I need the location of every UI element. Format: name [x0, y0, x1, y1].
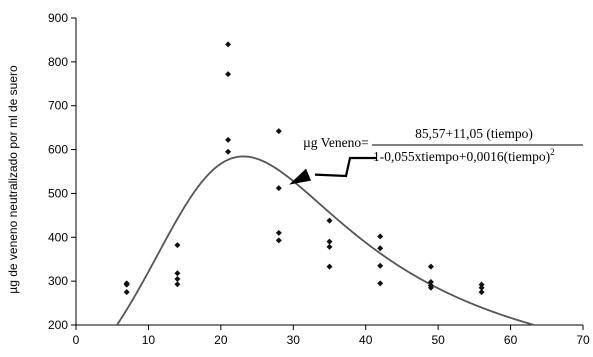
data-point: [174, 281, 181, 288]
tick-labels: 200 300 400 500 600 700 800 900 0 10 20 30 40 50 60 70: [48, 11, 590, 347]
x-tick-label: 60: [504, 333, 518, 347]
y-tick-label: 700: [48, 99, 68, 113]
x-tick-label: 0: [73, 333, 80, 347]
data-point: [275, 128, 282, 135]
data-point: [478, 289, 485, 296]
data-point: [326, 238, 333, 245]
x-tick-label: 40: [359, 333, 373, 347]
data-points: [123, 41, 485, 296]
y-tick-label: 500: [48, 186, 68, 200]
data-point: [377, 262, 384, 269]
x-tick-label: 20: [214, 333, 228, 347]
data-point: [427, 263, 434, 270]
data-point: [377, 245, 384, 252]
data-point: [225, 41, 232, 48]
y-tick-label: 300: [48, 274, 68, 288]
y-tick-label: 400: [48, 230, 68, 244]
y-axis-label: µg de veneno neutralizado por ml de suer…: [6, 65, 20, 294]
data-point: [427, 279, 434, 286]
equation-numerator: 85,57+11,05 (tiempo): [415, 126, 533, 141]
annotation-arrowhead: [289, 168, 312, 185]
equation-annotation: µg Veneno= 85,57+11,05 (tiempo) 1-0,055x…: [289, 126, 583, 185]
y-tick-label: 900: [48, 11, 68, 25]
data-point: [123, 289, 130, 296]
equation-exponent: 2: [550, 147, 555, 157]
data-point: [377, 280, 384, 287]
data-point: [326, 263, 333, 270]
data-point: [275, 185, 282, 192]
data-point: [123, 281, 130, 288]
data-point: [174, 275, 181, 282]
x-tick-label: 70: [576, 333, 590, 347]
y-tick-label: 800: [48, 55, 68, 69]
data-point: [326, 217, 333, 224]
x-tick-label: 50: [431, 333, 445, 347]
data-point: [478, 281, 485, 288]
equation-label: µg Veneno=: [303, 135, 369, 150]
equation-denominator-text: 1-0,055xtiempo+0,0016(tiempo): [373, 149, 550, 164]
data-point: [174, 270, 181, 277]
data-point: [225, 148, 232, 155]
data-point: [377, 233, 384, 240]
data-point: [326, 243, 333, 250]
x-tick-label: 10: [142, 333, 156, 347]
fit-curve: [116, 155, 534, 326]
data-point: [275, 237, 282, 244]
data-point: [478, 284, 485, 291]
y-tick-label: 200: [48, 318, 68, 332]
annotation-arrow: [314, 156, 376, 178]
axes: [71, 17, 584, 330]
x-tick-label: 30: [287, 333, 301, 347]
fit-curve-layer: [116, 155, 534, 326]
data-point: [174, 242, 181, 249]
data-point: [275, 229, 282, 236]
data-point: [427, 284, 434, 291]
equation-denominator: 1-0,055xtiempo+0,0016(tiempo)2: [373, 147, 555, 164]
data-point: [225, 136, 232, 143]
y-tick-label: 600: [48, 143, 68, 157]
data-point: [225, 71, 232, 78]
